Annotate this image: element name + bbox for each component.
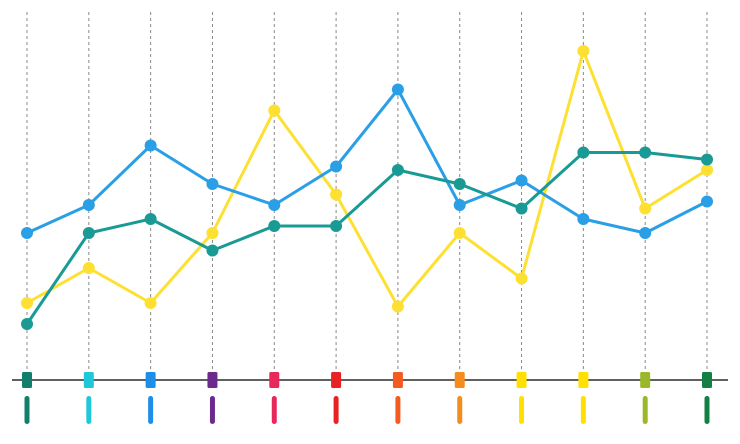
- category-bar: [580, 396, 586, 424]
- category-marker: [22, 372, 32, 388]
- data-point: [701, 153, 713, 166]
- data-point: [268, 220, 281, 232]
- data-point: [391, 300, 404, 313]
- category-bar: [271, 396, 277, 424]
- category-marker: [454, 372, 465, 388]
- series-line: [26, 49, 708, 308]
- data-point: [21, 227, 33, 239]
- data-point: [144, 213, 157, 225]
- series-line: [25, 151, 708, 325]
- category-marker: [578, 372, 589, 388]
- category-bar: [395, 396, 401, 424]
- data-point: [330, 188, 343, 201]
- data-point: [639, 202, 652, 215]
- data-point: [391, 83, 404, 96]
- data-point: [268, 104, 281, 117]
- data-point: [639, 227, 652, 239]
- data-point: [330, 220, 343, 232]
- data-point: [701, 195, 713, 208]
- category-marker: [331, 372, 342, 388]
- data-point: [391, 164, 404, 176]
- category-marker: [269, 372, 280, 388]
- category-bar: [86, 396, 92, 424]
- category-bar: [209, 396, 215, 424]
- category-bar: [704, 396, 710, 424]
- category-marker: [702, 372, 712, 388]
- category-marker: [516, 372, 527, 388]
- category-bar: [333, 396, 339, 424]
- data-point: [577, 213, 590, 225]
- data-point: [82, 262, 95, 274]
- data-point: [639, 146, 652, 159]
- data-point: [21, 297, 33, 309]
- data-point: [701, 164, 713, 176]
- category-marker: [640, 372, 651, 388]
- data-point: [330, 160, 343, 173]
- data-point: [144, 297, 157, 309]
- data-point: [577, 45, 590, 57]
- data-point: [515, 174, 528, 187]
- data-point: [206, 178, 219, 190]
- data-point: [206, 244, 219, 257]
- category-bar: [148, 396, 154, 424]
- data-point: [268, 199, 281, 211]
- data-point: [515, 202, 528, 215]
- data-point: [206, 227, 219, 239]
- data-point: [82, 227, 95, 239]
- category-marker: [392, 372, 403, 388]
- category-bar: [24, 396, 30, 424]
- category-marker: [83, 372, 94, 388]
- category-bar: [519, 396, 525, 424]
- data-point: [82, 199, 95, 211]
- data-point: [21, 318, 33, 330]
- category-bar: [457, 396, 463, 424]
- data-point: [453, 178, 466, 190]
- data-point: [144, 139, 157, 152]
- category-bar: [642, 396, 648, 424]
- category-marker: [145, 372, 156, 388]
- data-point: [515, 272, 528, 285]
- data-point: [453, 199, 466, 211]
- category-marker: [207, 372, 218, 388]
- data-point: [577, 146, 590, 159]
- data-point: [453, 227, 466, 239]
- series-line: [26, 88, 708, 235]
